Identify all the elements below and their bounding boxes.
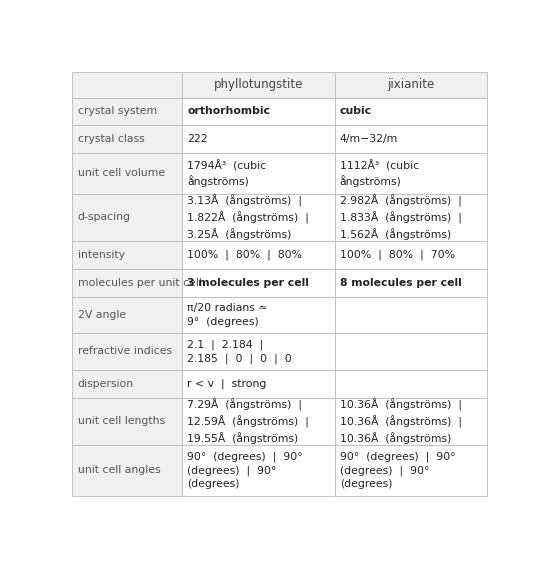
Bar: [73, 333, 182, 370]
Bar: [73, 297, 182, 333]
Text: 222: 222: [187, 134, 208, 144]
Bar: [73, 445, 182, 496]
Text: d-spacing: d-spacing: [78, 212, 130, 222]
Bar: [182, 445, 335, 496]
Text: intensity: intensity: [78, 250, 124, 260]
Text: 1112Å³  (cubic
ångströms): 1112Å³ (cubic ångströms): [340, 160, 419, 187]
Bar: [73, 241, 182, 269]
Bar: [335, 445, 487, 496]
Text: π/20 radians ≈
9°  (degrees): π/20 radians ≈ 9° (degrees): [187, 303, 268, 327]
Text: 10.36Å  (ångströms)  |
10.36Å  (ångströms)  |
10.36Å  (ångströms): 10.36Å (ångströms) | 10.36Å (ångströms) …: [340, 399, 462, 443]
Text: unit cell angles: unit cell angles: [78, 465, 160, 475]
Bar: [73, 269, 182, 297]
Text: 2.1  |  2.184  |
2.185  |  0  |  0  |  0: 2.1 | 2.184 | 2.185 | 0 | 0 | 0: [187, 339, 292, 364]
Bar: [335, 72, 487, 98]
Text: 90°  (degrees)  |  90°
(degrees)  |  90°
(degrees): 90° (degrees) | 90° (degrees) | 90° (deg…: [340, 452, 455, 489]
Bar: [73, 72, 182, 98]
Bar: [73, 125, 182, 153]
Bar: [335, 241, 487, 269]
Text: dispersion: dispersion: [78, 379, 134, 389]
Bar: [182, 269, 335, 297]
Text: jixianite: jixianite: [387, 78, 435, 91]
Text: refractive indices: refractive indices: [78, 346, 171, 356]
Bar: [182, 153, 335, 194]
Bar: [73, 153, 182, 194]
Text: phyllotungstite: phyllotungstite: [214, 78, 303, 91]
Text: 8 molecules per cell: 8 molecules per cell: [340, 278, 461, 288]
Bar: [335, 269, 487, 297]
Text: 4/m−32/m: 4/m−32/m: [340, 134, 398, 144]
Bar: [182, 98, 335, 125]
Bar: [73, 98, 182, 125]
Text: 2.982Å  (ångströms)  |
1.833Å  (ångströms)  |
1.562Å  (ångströms): 2.982Å (ångströms) | 1.833Å (ångströms) …: [340, 195, 462, 239]
Text: 100%  |  80%  |  80%: 100% | 80% | 80%: [187, 250, 302, 260]
Bar: [335, 333, 487, 370]
Bar: [182, 125, 335, 153]
Text: 2V angle: 2V angle: [78, 310, 126, 320]
Text: crystal class: crystal class: [78, 134, 144, 144]
Text: molecules per unit cell: molecules per unit cell: [78, 278, 201, 288]
Bar: [73, 194, 182, 241]
Text: 90°  (degrees)  |  90°
(degrees)  |  90°
(degrees): 90° (degrees) | 90° (degrees) | 90° (deg…: [187, 452, 303, 489]
Bar: [335, 125, 487, 153]
Text: 3 molecules per cell: 3 molecules per cell: [187, 278, 310, 288]
Bar: [182, 72, 335, 98]
Text: orthorhombic: orthorhombic: [187, 106, 270, 116]
Text: unit cell volume: unit cell volume: [78, 169, 165, 179]
Bar: [335, 398, 487, 445]
Text: 3.13Å  (ångströms)  |
1.822Å  (ångströms)  |
3.25Å  (ångströms): 3.13Å (ångströms) | 1.822Å (ångströms) |…: [187, 195, 310, 239]
Bar: [182, 398, 335, 445]
Text: unit cell lengths: unit cell lengths: [78, 416, 165, 426]
Bar: [182, 370, 335, 398]
Text: 100%  |  80%  |  70%: 100% | 80% | 70%: [340, 250, 455, 260]
Bar: [182, 241, 335, 269]
Text: crystal system: crystal system: [78, 106, 157, 116]
Bar: [182, 333, 335, 370]
Bar: [335, 153, 487, 194]
Text: cubic: cubic: [340, 106, 372, 116]
Text: 1794Å³  (cubic
ångströms): 1794Å³ (cubic ångströms): [187, 160, 266, 187]
Bar: [335, 194, 487, 241]
Bar: [73, 370, 182, 398]
Text: r < v  |  strong: r < v | strong: [187, 378, 267, 389]
Text: 7.29Å  (ångströms)  |
12.59Å  (ångströms)  |
19.55Å  (ångströms): 7.29Å (ångströms) | 12.59Å (ångströms) |…: [187, 399, 310, 443]
Bar: [335, 297, 487, 333]
Bar: [73, 398, 182, 445]
Bar: [335, 370, 487, 398]
Bar: [182, 194, 335, 241]
Bar: [182, 297, 335, 333]
Bar: [335, 98, 487, 125]
